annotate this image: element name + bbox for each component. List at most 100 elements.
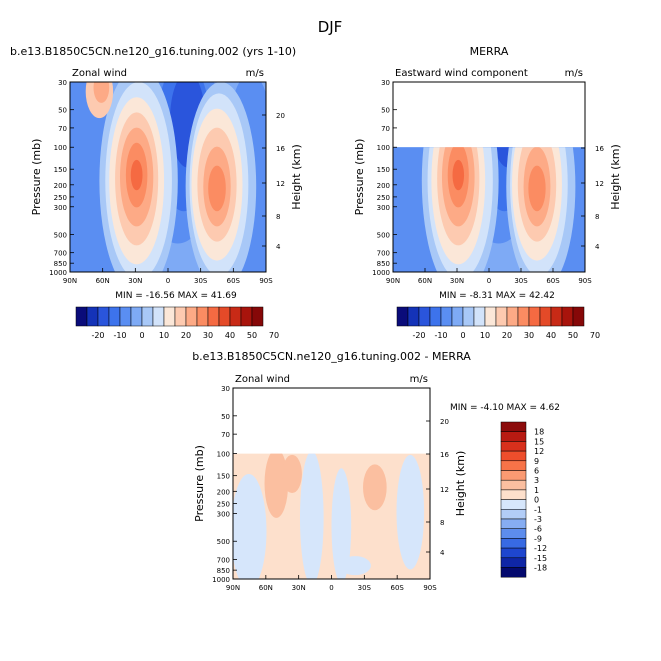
x-tick-label: 30N	[128, 277, 142, 285]
colorbar-swatch	[429, 306, 442, 327]
units-label: m/s	[246, 68, 264, 79]
colorbar-swatch	[407, 306, 420, 327]
x-tick-label: 0	[166, 277, 170, 285]
y-tick-label: 300	[377, 204, 390, 212]
colorbar-label: 30	[203, 331, 213, 340]
y-tick-label: 100	[217, 451, 230, 459]
colorbar-label: 1	[534, 486, 539, 495]
colorbar-swatch	[130, 306, 143, 327]
colorbar-swatch	[97, 306, 110, 327]
y-tick-label: 200	[377, 182, 390, 190]
y-tick-label: 50	[221, 413, 230, 421]
min-max-label: MIN = -8.31 MAX = 42.42	[439, 291, 555, 301]
colorbar-swatch	[418, 306, 431, 327]
colorbar-swatch	[500, 509, 527, 520]
y-tick-label: 100	[377, 144, 390, 152]
units-label: m/s	[410, 374, 428, 385]
colorbar-swatch	[500, 421, 527, 432]
panel-title: b.e13.B1850C5CN.ne120_g16.tuning.002 (yr…	[10, 45, 296, 58]
colorbar-swatch	[174, 306, 187, 327]
y-tick-label: 300	[217, 510, 230, 518]
colorbar-swatch	[500, 528, 527, 539]
height-tick-label: 16	[276, 145, 285, 153]
colorbar-swatch	[500, 567, 527, 578]
y-tick-label: 250	[377, 194, 390, 202]
colorbar-label: 6	[534, 467, 539, 476]
height-tick-label: 8	[440, 519, 444, 527]
y-tick-label: 70	[381, 125, 390, 133]
colorbar-swatch	[528, 306, 541, 327]
y-tick-label: 500	[217, 538, 230, 546]
colorbar-swatch	[451, 306, 464, 327]
colorbar-swatch	[108, 306, 121, 327]
x-tick-label: 60N	[96, 277, 110, 285]
y-tick-label: 150	[377, 166, 390, 174]
colorbar-swatch	[185, 306, 198, 327]
colorbar-label: -10	[434, 331, 447, 340]
colorbar-label: -20	[412, 331, 425, 340]
x-tick-label: 60S	[390, 584, 404, 592]
height-tick-label: 20	[276, 112, 285, 120]
x-tick-label: 60N	[418, 277, 432, 285]
colorbar-swatch	[500, 460, 527, 471]
colorbar-swatch	[207, 306, 220, 327]
variable-label: Zonal wind	[72, 68, 127, 79]
contour-fill	[393, 147, 585, 273]
y-tick-label: 850	[54, 260, 67, 268]
colorbar-label: 0	[460, 331, 465, 340]
contour-fill	[70, 82, 266, 272]
x-tick-label: 90N	[386, 277, 400, 285]
variable-label: Zonal wind	[235, 374, 290, 385]
colorbar-label: 0	[534, 496, 539, 505]
contour-band	[528, 165, 546, 212]
colorbar-swatch	[495, 306, 508, 327]
colorbar-swatch	[500, 450, 527, 462]
y-axis-label: Pressure (mb)	[193, 445, 206, 522]
colorbar-label: -1	[534, 505, 542, 514]
height-tick-label: 4	[276, 243, 281, 251]
colorbar-label: 9	[534, 457, 539, 466]
colorbar-label: 3	[534, 476, 539, 485]
x-tick-label: 0	[329, 584, 333, 592]
min-max-label: MIN = -16.56 MAX = 41.69	[115, 291, 237, 301]
y-tick-label: 200	[217, 488, 230, 496]
y-axis-label: Pressure (mb)	[353, 139, 366, 216]
variable-label: Eastward wind component	[395, 68, 528, 79]
y-tick-label: 30	[381, 79, 390, 87]
panel-title: MERRA	[470, 45, 509, 58]
y-axis-right-label: Height (km)	[454, 451, 467, 517]
y-tick-label: 30	[58, 79, 67, 87]
x-tick-label: 90N	[63, 277, 77, 285]
colorbar-swatch	[218, 306, 231, 327]
contour-panel-3: b.e13.B1850C5CN.ne120_g16.tuning.002 - M…	[192, 350, 560, 592]
contour-band	[264, 453, 289, 518]
colorbar-swatch	[500, 470, 527, 481]
colorbar-label: 30	[524, 331, 534, 340]
y-tick-label: 700	[377, 250, 390, 258]
colorbar-swatch	[141, 306, 154, 327]
y-tick-label: 50	[58, 107, 67, 115]
colorbar-label: 70	[590, 331, 600, 340]
colorbar-swatch	[500, 538, 527, 549]
colorbar-swatch	[440, 306, 453, 327]
y-tick-label: 700	[54, 250, 67, 258]
colorbar-swatch	[75, 306, 88, 327]
colorbar-swatch	[500, 441, 527, 452]
contour-band	[93, 82, 110, 103]
colorbar-label: -18	[534, 564, 547, 573]
y-tick-label: 850	[217, 567, 230, 575]
contour-band	[396, 454, 425, 570]
height-tick-label: 8	[595, 213, 599, 221]
colorbar-swatch	[229, 306, 242, 327]
contour-band	[282, 454, 302, 494]
y-tick-label: 700	[217, 557, 230, 565]
x-tick-label: 30S	[514, 277, 528, 285]
colorbar-label: 20	[502, 331, 512, 340]
height-tick-label: 12	[595, 180, 604, 188]
contour-panel-2: MERRA Eastward wind component m/s 30 50 70 100…	[353, 45, 622, 301]
y-tick-label: 1000	[49, 269, 67, 277]
y-tick-label: 500	[377, 231, 390, 239]
y-axis-right-label: Height (km)	[290, 144, 303, 210]
y-tick-label: 500	[54, 231, 67, 239]
contour-band	[208, 165, 226, 212]
